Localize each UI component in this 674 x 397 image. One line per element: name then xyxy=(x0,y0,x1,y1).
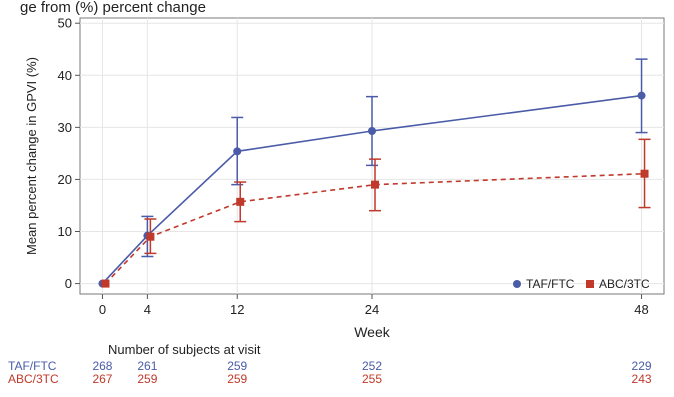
legend-label: ABC/3TC xyxy=(599,277,650,291)
data-point xyxy=(637,91,646,100)
x-axis-label: Week xyxy=(354,324,391,340)
y-tick-label: 40 xyxy=(58,68,72,83)
subjects-count: 261 xyxy=(137,359,157,373)
data-point xyxy=(101,279,110,288)
series-line xyxy=(104,172,645,285)
x-tick-label: 24 xyxy=(365,302,379,317)
x-axis: 0 4 12 24 48 xyxy=(99,294,649,317)
data-point xyxy=(368,127,376,136)
data-point xyxy=(146,232,155,241)
y-axis-label: Mean percent change in GPVI (%) xyxy=(24,57,39,255)
subjects-table-title: Number of subjects at visit xyxy=(108,342,261,357)
series-abc-3tc xyxy=(101,138,651,288)
subjects-count: 229 xyxy=(632,359,652,373)
data-point xyxy=(371,180,379,189)
partial-title: ge from (%) percent change xyxy=(20,0,206,16)
y-tick-label: 30 xyxy=(58,120,72,135)
legend-marker xyxy=(513,280,521,288)
data-point xyxy=(233,147,242,156)
x-tick-label: 0 xyxy=(99,302,106,317)
series-taf-ftc xyxy=(98,58,648,288)
subjects-count: 259 xyxy=(227,372,247,386)
subjects-row-label: ABC/3TC xyxy=(8,372,59,386)
subjects-count: 252 xyxy=(362,359,382,373)
y-tick-label: 10 xyxy=(58,224,72,239)
subjects-count: 243 xyxy=(632,372,652,386)
legend-marker xyxy=(586,280,594,288)
y-tick-label: 0 xyxy=(65,276,72,291)
subjects-count: 268 xyxy=(92,359,112,373)
subjects-count: 259 xyxy=(137,372,157,386)
subjects-count: 259 xyxy=(227,359,247,373)
x-tick-label: 4 xyxy=(144,302,151,317)
subjects-row-label: TAF/FTC xyxy=(8,359,57,373)
series-layer xyxy=(98,58,651,288)
y-tick-label: 50 xyxy=(58,16,72,31)
y-tick-label: 20 xyxy=(58,172,72,187)
subjects-count: 267 xyxy=(92,372,112,386)
subjects-count: 255 xyxy=(362,372,382,386)
x-tick-label: 12 xyxy=(230,302,244,317)
legend: TAF/FTC ABC/3TC xyxy=(513,277,650,291)
legend-label: TAF/FTC xyxy=(526,277,575,291)
y-axis: 0 10 20 30 40 50 xyxy=(58,16,80,291)
gridlines xyxy=(80,18,664,294)
data-point xyxy=(236,197,245,206)
data-point xyxy=(640,169,649,178)
x-tick-label: 48 xyxy=(634,302,648,317)
